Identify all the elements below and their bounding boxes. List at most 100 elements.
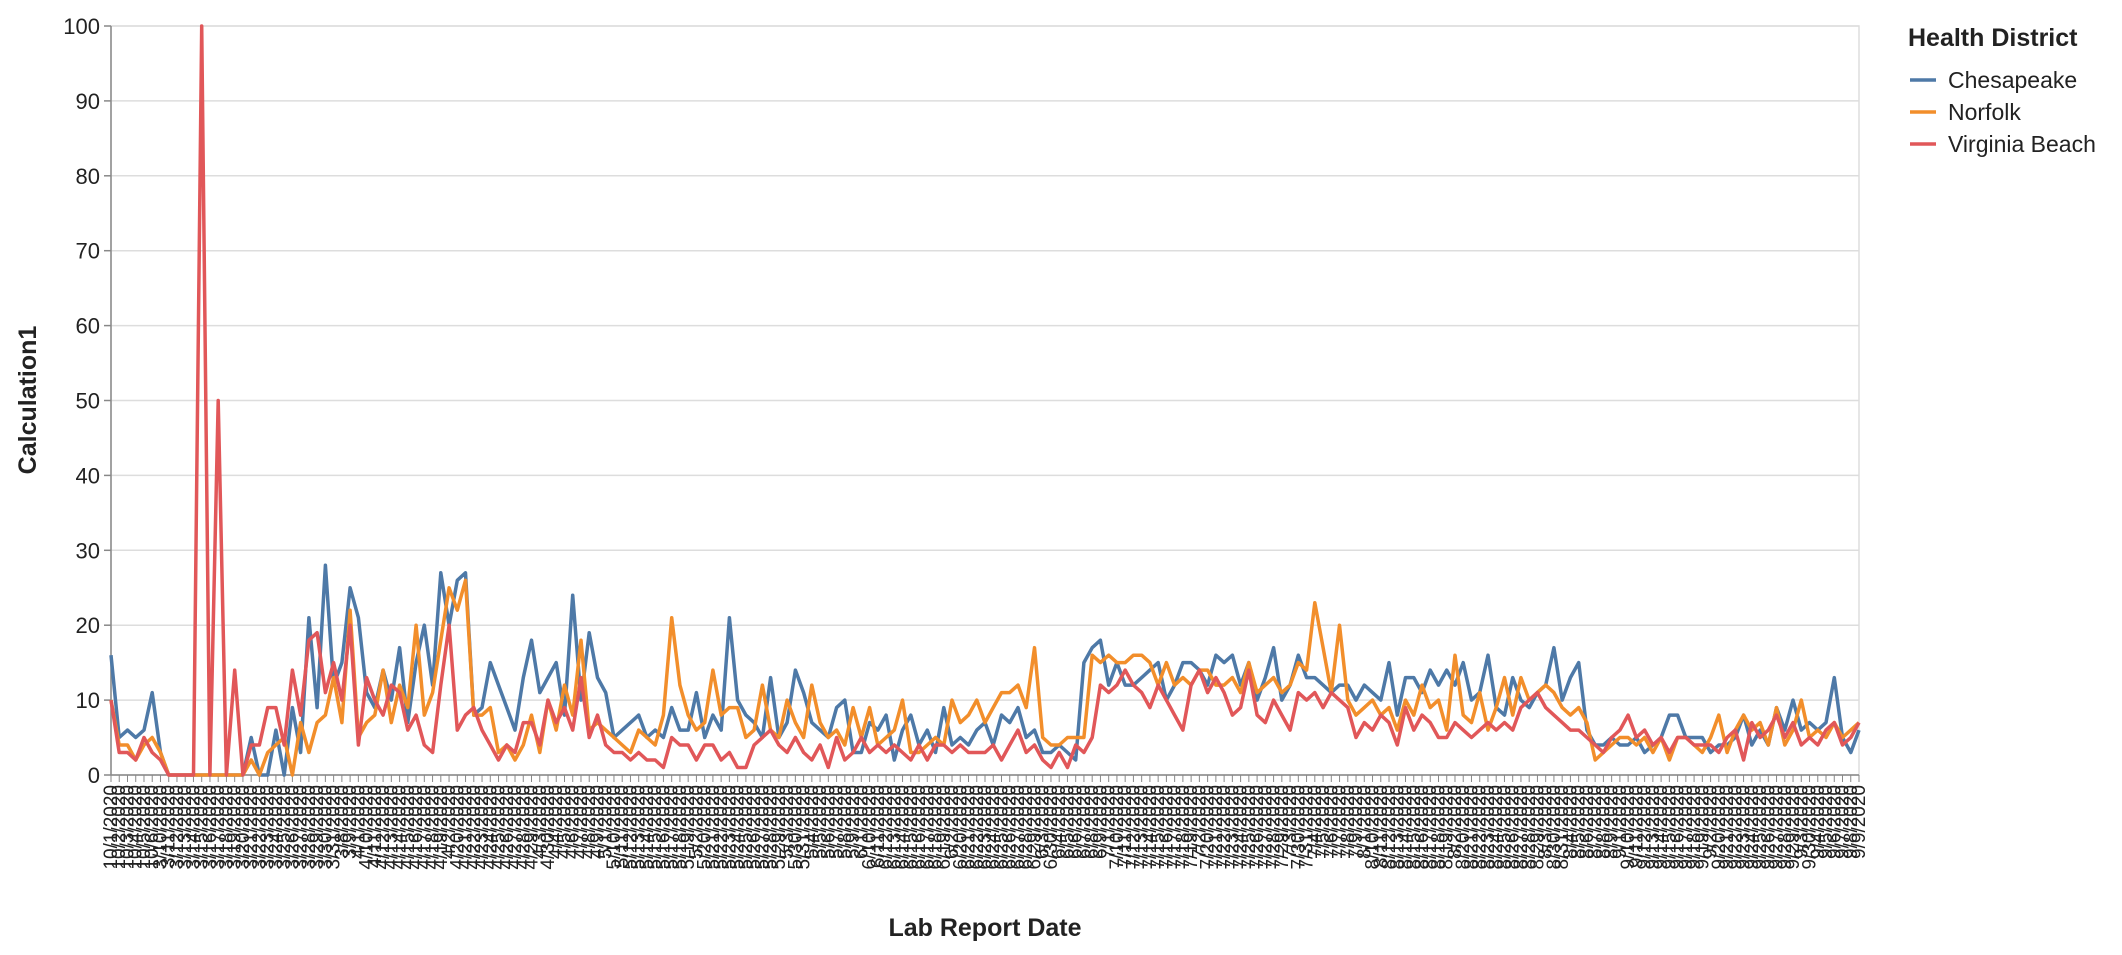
x-tick-label: 6/7/2020 xyxy=(1074,785,1095,859)
x-tick-label: 4/8/2020 xyxy=(579,785,600,859)
x-tick-label: 9/21/2020 xyxy=(1717,785,1738,870)
y-tick-label: 100 xyxy=(63,14,100,39)
x-tick-label: 4/30/2020 xyxy=(538,785,559,870)
x-tick-label: 4/19/2020 xyxy=(431,785,452,870)
x-tick-label: 3/27/2020 xyxy=(291,785,312,870)
x-tick-label: 3/17/2020 xyxy=(208,785,229,870)
x-tick-label: 10/4/2020 xyxy=(126,785,147,870)
x-tick-label: 3/12/2020 xyxy=(167,785,188,870)
x-tick-label: 8/27/2020 xyxy=(1511,785,1532,870)
x-tick-label: 7/27/2020 xyxy=(1255,785,1276,870)
x-tick-label: 6/29/2020 xyxy=(1024,785,1045,870)
x-tick-label: 6/17/2020 xyxy=(917,785,938,870)
x-tick-label: 3/15/2020 xyxy=(192,785,213,870)
x-tick-label: 8/2/2020 xyxy=(1445,785,1466,859)
x-tick-label: 9/19/2020 xyxy=(1692,785,1713,870)
x-tick-label: 4/6/2020 xyxy=(563,785,584,859)
x-tick-label: 6/14/2020 xyxy=(893,785,914,870)
x-tick-label: 8/30/2020 xyxy=(1544,785,1565,870)
x-tick-label: 6/1/2020 xyxy=(851,785,872,859)
x-tick-label: 6/2/2020 xyxy=(942,785,963,859)
x-tick-label: 5/30/2020 xyxy=(785,785,806,870)
x-tick-label: 5/5/2020 xyxy=(810,785,831,859)
x-tick-label: 7/15/2020 xyxy=(1148,785,1169,870)
x-tick-label: 3/8/2020 xyxy=(332,785,353,859)
x-tick-label: 8/22/2020 xyxy=(1470,785,1491,870)
x-tick-label: 7/4/2020 xyxy=(1305,785,1326,859)
x-tick-label: 6/4/2020 xyxy=(1049,785,1070,859)
x-tick-label: 7/26/2020 xyxy=(1247,785,1268,870)
y-tick-label: 0 xyxy=(88,763,100,788)
x-tick-label: 4/24/2020 xyxy=(480,785,501,870)
y-tick-label: 10 xyxy=(76,688,100,713)
x-tick-label: 4/18/2020 xyxy=(423,785,444,870)
x-tick-label: 4/15/2020 xyxy=(398,785,419,870)
x-tick-label: 8/9/2020 xyxy=(1602,785,1623,859)
x-tick-label: 6/19/2020 xyxy=(934,785,955,870)
x-tick-label: 4/20/2020 xyxy=(447,785,468,870)
x-tick-label: 6/6/2020 xyxy=(1066,785,1087,859)
x-tick-label: 5/1/2020 xyxy=(596,785,617,859)
x-tick-label: 6/11/2020 xyxy=(868,785,889,868)
x-tick-label: 3/13/2020 xyxy=(175,785,196,870)
x-tick-label: 4/23/2020 xyxy=(472,785,493,870)
x-tick-label: 3/22/2020 xyxy=(249,785,270,870)
x-tick-label: 8/21/2020 xyxy=(1461,785,1482,870)
x-tick-label: 7/5/2020 xyxy=(1313,785,1334,859)
x-tick-label: 9/29/2020 xyxy=(1783,785,1804,870)
x-tick-label: 7/16/2020 xyxy=(1156,785,1177,870)
x-tick-label: 6/8/2020 xyxy=(1082,785,1103,859)
x-tick-label: 3/11/2020 xyxy=(159,785,180,868)
x-tick-label: 8/19/2020 xyxy=(1437,785,1458,870)
x-tick-label: 4/25/2020 xyxy=(489,785,510,870)
x-tick-label: 10/6/2020 xyxy=(142,785,163,870)
x-tick-label: 8/15/2020 xyxy=(1404,785,1425,870)
y-tick-label: 60 xyxy=(76,314,100,339)
x-tick-label: 4/29/2020 xyxy=(522,785,543,870)
x-tick-label: 3/30/2020 xyxy=(315,785,336,870)
x-tick-label: 8/4/2020 xyxy=(1560,785,1581,859)
x-tick-label: 7/25/2020 xyxy=(1239,785,1260,870)
x-tick-label: 9/17/2020 xyxy=(1676,785,1697,870)
x-tick-label: 9/20/2020 xyxy=(1709,785,1730,870)
legend-title: Health District xyxy=(1908,24,2078,52)
x-tick-label: 7/19/2020 xyxy=(1181,785,1202,870)
y-tick-label: 50 xyxy=(76,389,100,414)
x-tick-label: 3/23/2020 xyxy=(258,785,279,870)
x-tick-label: 6/23/2020 xyxy=(975,785,996,870)
x-tick-label: 7/8/2020 xyxy=(1338,785,1359,859)
x-tick-label: 5/28/2020 xyxy=(761,785,782,870)
x-tick-label: 3/10/2020 xyxy=(150,785,171,870)
x-tick-label: 3/25/2020 xyxy=(274,785,295,870)
x-tick-label: 3/16/2020 xyxy=(200,785,221,870)
x-tick-label: 8/31/2020 xyxy=(1552,785,1573,870)
x-tick-label: 8/26/2020 xyxy=(1503,785,1524,870)
x-tick-label: 8/10/2020 xyxy=(1363,785,1384,870)
x-tick-label: 9/10/2020 xyxy=(1618,785,1639,870)
x-tick-label: 4/27/2020 xyxy=(505,785,526,870)
x-tick-label: 7/1/2020 xyxy=(1099,785,1120,859)
y-axis-title: Calculation1 xyxy=(14,326,42,475)
x-tick-label: 9/7/2020 xyxy=(1833,785,1854,859)
x-tick-label: 5/22/2020 xyxy=(711,785,732,870)
x-tick-label: 9/22/2020 xyxy=(1725,785,1746,870)
x-tick-label: 4/10/2020 xyxy=(357,785,378,870)
x-tick-label: 8/12/2020 xyxy=(1379,785,1400,870)
x-tick-label: 6/15/2020 xyxy=(901,785,922,870)
y-tick-label: 20 xyxy=(76,613,100,638)
x-tick-label: 9/14/2020 xyxy=(1651,785,1672,870)
x-tick-label: 5/19/2020 xyxy=(678,785,699,870)
x-tick-label: 5/13/2020 xyxy=(629,785,650,870)
x-tick-label: 4/1/2020 xyxy=(348,785,369,859)
x-tick-label: 5/20/2020 xyxy=(695,785,716,870)
x-tick-label: 7/23/2020 xyxy=(1222,785,1243,870)
x-tick-label: 8/13/2020 xyxy=(1387,785,1408,870)
x-tick-label: 3/26/2020 xyxy=(282,785,303,870)
x-tick-label: 3/28/2020 xyxy=(299,785,320,870)
line-series xyxy=(109,563,1861,777)
x-tick-label: 8/7/2020 xyxy=(1585,785,1606,859)
x-tick-label: 4/5/2020 xyxy=(554,785,575,859)
x-tick-label: 7/14/2020 xyxy=(1140,785,1161,870)
x-tick-label: 8/18/2020 xyxy=(1428,785,1449,870)
